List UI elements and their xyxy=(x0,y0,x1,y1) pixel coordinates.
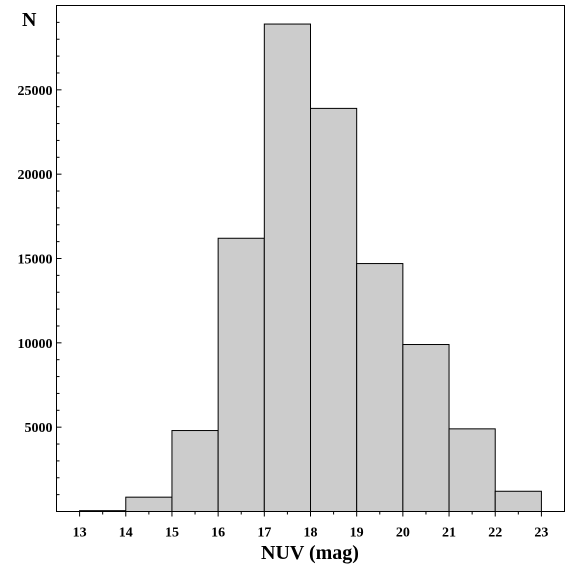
y-axis-label: N xyxy=(22,9,37,31)
x-tick-label: 23 xyxy=(534,526,548,541)
y-ticks-group: 5000 10000 15000 20000 25000 xyxy=(18,21,62,496)
histogram-bar xyxy=(217,237,265,512)
y-tick-label: 25000 xyxy=(18,84,53,99)
histogram-bar xyxy=(171,430,219,513)
x-tick-label: 18 xyxy=(304,526,318,541)
x-tick-label: 14 xyxy=(119,526,133,541)
x-tick-label: 19 xyxy=(350,526,364,541)
y-tick-label: 10000 xyxy=(18,337,53,352)
x-tick-label: 22 xyxy=(488,526,502,541)
x-tick-label: 15 xyxy=(165,526,179,541)
histogram-bar xyxy=(125,496,173,512)
histogram-bar xyxy=(263,23,311,512)
histogram-bar xyxy=(310,107,358,513)
histogram-bar xyxy=(79,510,127,513)
histogram-bar xyxy=(402,344,450,512)
x-ticks-group: 13 14 15 16 17 18 19 20 21 22 23 xyxy=(73,511,548,541)
x-tick-label: 21 xyxy=(442,526,456,541)
histogram-bar xyxy=(494,490,542,513)
y-tick-label: 15000 xyxy=(18,253,53,268)
x-tick-label: 13 xyxy=(73,526,87,541)
x-tick-label: 16 xyxy=(211,526,225,541)
bars-group xyxy=(79,23,542,513)
x-tick-label: 17 xyxy=(257,526,271,541)
x-axis-label: NUV (mag) xyxy=(261,542,359,564)
histogram-bar xyxy=(356,263,404,512)
y-tick-label: 20000 xyxy=(18,168,53,183)
histogram-bar xyxy=(448,428,496,512)
x-tick-label: 20 xyxy=(396,526,410,541)
y-tick-label: 5000 xyxy=(25,421,53,436)
